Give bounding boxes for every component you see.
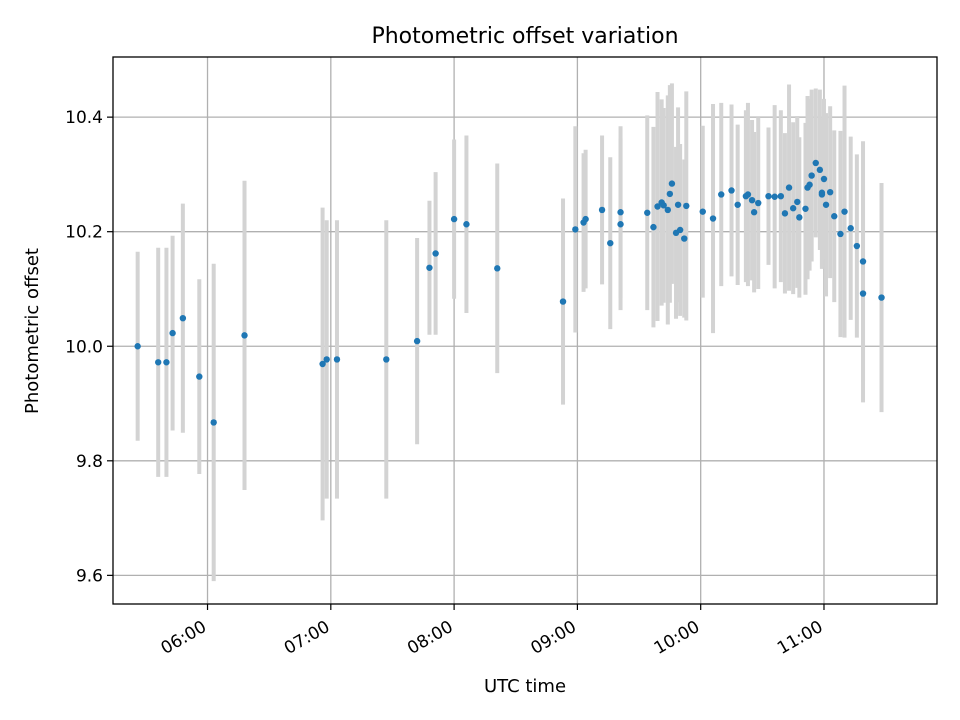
data-point [650, 223, 657, 231]
data-point [820, 175, 828, 183]
data-point [654, 203, 661, 210]
data-point [463, 221, 470, 228]
data-point [674, 201, 682, 208]
data-point [607, 239, 614, 247]
data-point [841, 208, 848, 215]
data-point [812, 159, 819, 167]
data-point [806, 181, 813, 188]
data-point [319, 360, 326, 368]
data-point [413, 337, 421, 345]
data-point [572, 226, 579, 233]
data-point [794, 198, 801, 206]
data-point [450, 215, 458, 223]
data-point [668, 180, 676, 187]
y-tick-label: 10.0 [65, 337, 103, 357]
data-point [748, 196, 756, 204]
data-point [196, 373, 203, 380]
data-point [785, 184, 793, 191]
data-point [210, 419, 217, 426]
data-point [617, 221, 624, 228]
data-point [816, 166, 824, 174]
chart-title: Photometric offset variation [371, 24, 678, 49]
data-point [771, 193, 778, 200]
data-point [134, 343, 141, 350]
data-point [808, 172, 815, 179]
data-point [755, 199, 762, 207]
data-point [781, 210, 789, 217]
data-point [859, 258, 867, 265]
y-tick-label: 9.6 [76, 566, 103, 586]
data-point [765, 192, 772, 200]
data-point [179, 314, 187, 322]
data-point [666, 190, 674, 198]
plot-frame [112, 56, 938, 605]
y-axis-label: Photometric offset [22, 248, 43, 414]
data-point [734, 201, 741, 208]
data-point [853, 242, 861, 250]
data-point [709, 215, 717, 222]
y-tick-label: 10.2 [65, 223, 103, 243]
data-point [163, 359, 170, 366]
data-point [802, 205, 809, 212]
data-point [617, 209, 624, 216]
data-point [169, 329, 176, 337]
data-point [699, 208, 706, 215]
data-point [383, 356, 390, 363]
data-point [582, 215, 589, 223]
data-point [676, 226, 684, 234]
data-point [822, 201, 830, 208]
y-tick-label: 10.4 [65, 108, 103, 128]
data-point [818, 189, 826, 196]
y-axis-ticks: 9.6 9.8 10.0 10.2 10.4 [65, 108, 113, 586]
data-point [241, 332, 248, 339]
y-tick-label: 9.8 [76, 452, 103, 472]
data-point [494, 265, 501, 272]
data-point [323, 356, 330, 363]
data-point [859, 290, 867, 297]
data-point [683, 202, 690, 210]
data-point [559, 298, 567, 305]
data-point [644, 209, 651, 216]
data-point [826, 188, 834, 196]
data-point [837, 230, 844, 238]
data-point [796, 214, 803, 221]
data-point [598, 206, 606, 214]
data-point [681, 235, 688, 242]
data-point [847, 225, 854, 232]
data-points [134, 159, 885, 426]
data-point [664, 206, 672, 214]
data-point [155, 359, 162, 366]
data-point [878, 294, 885, 301]
data-point [660, 202, 667, 209]
data-point [777, 192, 785, 200]
data-point [432, 250, 439, 257]
data-point [744, 191, 752, 198]
data-point [426, 264, 433, 271]
data-point [789, 205, 797, 212]
data-point [750, 209, 758, 216]
data-point [718, 191, 725, 198]
data-point [728, 187, 735, 194]
data-point [333, 356, 341, 363]
x-axis-label: UTC time [484, 676, 566, 697]
data-point [831, 213, 838, 220]
